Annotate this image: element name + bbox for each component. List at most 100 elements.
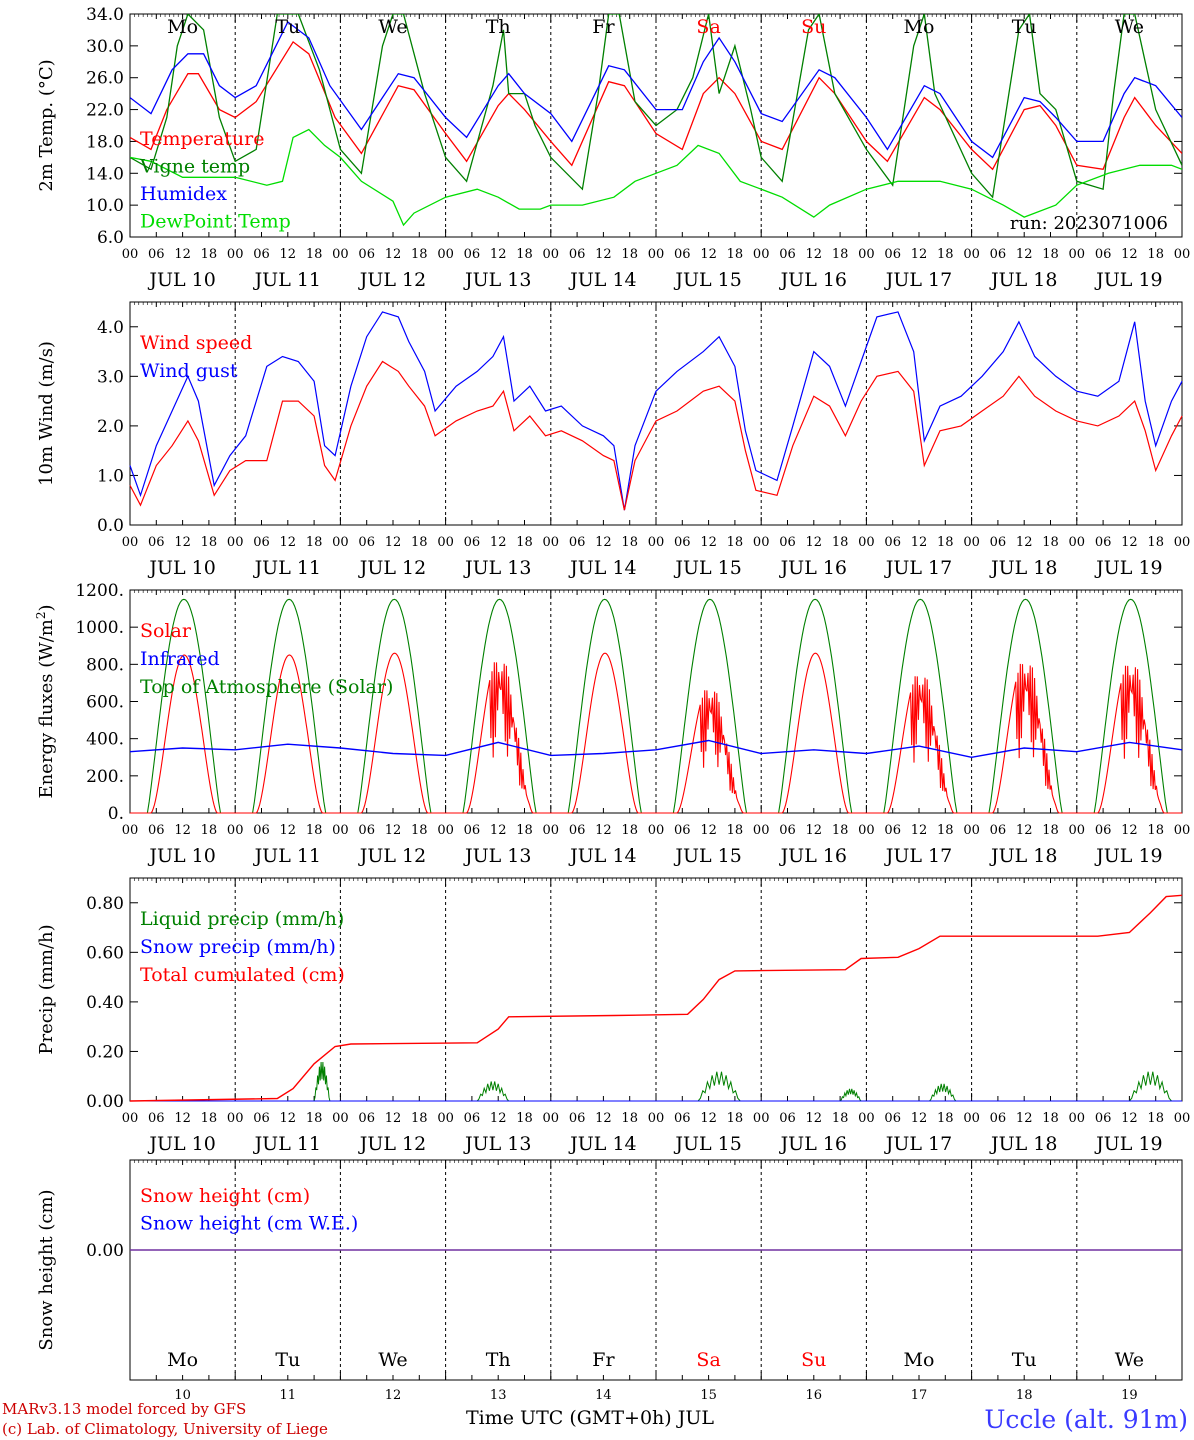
y-tick-label: 0. (108, 804, 124, 824)
weekday-label: Sa (696, 1349, 720, 1371)
legend-entry: Wind speed (140, 332, 252, 354)
y-tick-label: 0.20 (86, 1042, 124, 1062)
x-day-label: JUL 10 (147, 557, 215, 579)
series-dewpoint-temp (130, 128, 1182, 227)
x-hour-tick-label: 06 (990, 247, 1007, 262)
y-tick-label: 14.0 (86, 164, 124, 184)
y-tick-label: 1000. (75, 618, 124, 638)
weekday-label: Sa (696, 16, 720, 38)
x-hour-tick-label: 06 (464, 535, 481, 550)
x-hour-tick-label: 12 (174, 823, 191, 838)
panel-frame (129, 301, 1183, 526)
x-day-label: JUL 10 (147, 269, 215, 291)
x-day-label: JUL 12 (358, 1133, 426, 1155)
x-day-label: JUL 12 (358, 269, 426, 291)
x-hour-tick-label: 06 (884, 535, 901, 550)
x-hour-tick-label: 12 (1121, 823, 1138, 838)
credit-line-1: MARv3.13 model forced by GFS (2, 1400, 246, 1418)
x-day-label: JUL 18 (989, 269, 1057, 291)
x-hour-tick-label: 12 (490, 1111, 507, 1126)
x-hour-tick-label: 00 (227, 247, 244, 262)
x-hour-tick-label: 06 (358, 247, 375, 262)
x-hour-tick-label: 18 (832, 1111, 849, 1126)
station-label: Uccle (alt. 91m) (984, 1405, 1188, 1434)
x-hour-tick-label: 18 (727, 1111, 744, 1126)
x-hour-tick-label: 06 (674, 247, 691, 262)
y-tick-label: 0.00 (86, 1092, 124, 1112)
y-tick-label: 22.0 (86, 101, 124, 121)
x-day-label: JUL 19 (1094, 269, 1162, 291)
series-vigne-temp (130, 14, 1182, 199)
series-humidex (130, 21, 1182, 159)
x-hour-tick-label: 18 (411, 535, 428, 550)
day-number-label: 10 (174, 1388, 191, 1403)
x-hour-tick-label: 00 (963, 247, 980, 262)
x-hour-tick-label: 12 (700, 1111, 717, 1126)
x-hour-tick-label: 18 (1042, 823, 1059, 838)
day-number-label: 16 (806, 1388, 823, 1403)
x-hour-tick-label: 06 (569, 535, 586, 550)
x-hour-tick-label: 06 (779, 1111, 796, 1126)
x-hour-tick-label: 18 (201, 247, 218, 262)
x-hour-tick-label: 06 (884, 1111, 901, 1126)
weekday-label: We (378, 1349, 407, 1371)
x-hour-tick-label: 06 (358, 535, 375, 550)
day-number-label: 14 (595, 1388, 612, 1403)
x-hour-tick-label: 00 (648, 1111, 665, 1126)
x-hour-tick-label: 06 (464, 823, 481, 838)
x-hour-tick-label: 12 (911, 823, 928, 838)
legend-entry: Vigne temp (139, 156, 250, 178)
x-hour-tick-label: 12 (911, 247, 928, 262)
x-hour-tick-label: 06 (358, 823, 375, 838)
x-day-label: JUL 17 (884, 1133, 952, 1155)
x-hour-tick-label: 06 (253, 535, 270, 550)
x-day-label: JUL 14 (568, 557, 636, 579)
y-tick-label: 2.0 (97, 417, 124, 437)
legend-entry: Liquid precip (mm/h) (140, 908, 344, 930)
x-hour-tick-label: 18 (306, 823, 323, 838)
x-hour-tick-label: 00 (858, 823, 875, 838)
x-day-label: JUL 19 (1094, 845, 1162, 867)
x-hour-tick-label: 18 (1147, 535, 1164, 550)
x-hour-tick-label: 12 (280, 247, 297, 262)
x-hour-tick-label: 18 (306, 535, 323, 550)
weekday-label: Fr (592, 16, 615, 38)
x-day-label: JUL 18 (989, 845, 1057, 867)
y-tick-label: 0.00 (86, 1241, 124, 1261)
weekday-label: Mo (904, 1349, 935, 1371)
legend-entry: Infrared (140, 648, 220, 670)
x-hour-tick-label: 12 (1016, 535, 1033, 550)
x-hour-tick-label: 00 (543, 823, 560, 838)
x-hour-tick-label: 12 (1121, 1111, 1138, 1126)
x-hour-tick-label: 00 (437, 247, 454, 262)
x-hour-tick-label: 00 (1069, 535, 1086, 550)
x-hour-tick-label: 06 (148, 823, 165, 838)
y-tick-label: 6.0 (97, 228, 124, 248)
weekday-label: Mo (904, 16, 935, 38)
x-hour-tick-label: 18 (727, 247, 744, 262)
x-hour-tick-label: 06 (990, 823, 1007, 838)
x-day-label: JUL 12 (358, 557, 426, 579)
x-hour-tick-label: 12 (911, 535, 928, 550)
x-hour-tick-label: 00 (1174, 823, 1191, 838)
x-hour-tick-label: 00 (858, 247, 875, 262)
x-hour-tick-label: 06 (569, 247, 586, 262)
x-hour-tick-label: 12 (174, 535, 191, 550)
x-hour-tick-label: 18 (201, 823, 218, 838)
x-hour-tick-label: 00 (227, 1111, 244, 1126)
legend-entry: Temperature (140, 128, 264, 150)
day-number-label: 19 (1121, 1388, 1138, 1403)
x-hour-tick-label: 12 (385, 823, 402, 838)
x-hour-tick-label: 00 (437, 535, 454, 550)
weekday-label: We (1115, 16, 1144, 38)
x-hour-tick-label: 00 (753, 823, 770, 838)
x-hour-tick-label: 06 (674, 823, 691, 838)
y-tick-label: 800. (86, 655, 124, 675)
x-hour-tick-label: 06 (1095, 823, 1112, 838)
y-tick-label: 600. (86, 693, 124, 713)
legend-entry: Top of Atmosphere (Solar) (140, 676, 393, 698)
x-hour-tick-label: 18 (621, 1111, 638, 1126)
day-number-label: 13 (490, 1388, 507, 1403)
x-hour-tick-label: 00 (753, 247, 770, 262)
x-hour-tick-label: 12 (280, 535, 297, 550)
